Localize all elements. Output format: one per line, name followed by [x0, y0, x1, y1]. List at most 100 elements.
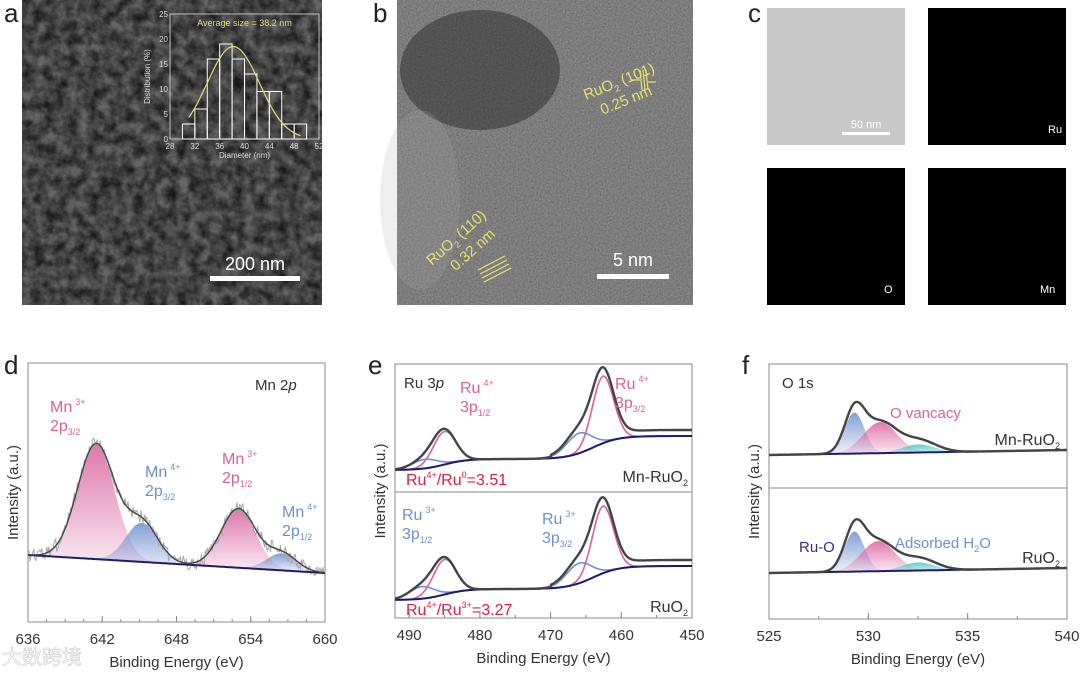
x-tick-label: 450 [679, 627, 704, 644]
panel-label-e: e [368, 350, 382, 380]
x-tick-label: 525 [756, 628, 781, 645]
scale-bar-c [842, 132, 890, 135]
inset-x-tick: 52 [315, 142, 324, 151]
inset-y-tick: 20 [159, 35, 168, 44]
ratio-label: Ru4+/Ru0=3.51 [406, 470, 507, 489]
peak-label: Mn 3+ 2p1/2 [222, 449, 258, 489]
peak-label: Ru 4+ 3p3/2 [615, 374, 649, 414]
x-tick-label: 654 [238, 631, 263, 648]
x-axis-label: Binding Energy (eV) [851, 651, 985, 668]
inset-x-label: Diameter (nm) [219, 151, 270, 160]
y-axis-label: Intensity (a.u.) [5, 445, 22, 540]
panel-a: a 28 32 36 40 44 48 52 0 5 10 15 20 25 Diameter (nm) D… [4, 0, 324, 305]
peak-label: Mn 3+ 2p3/2 [50, 397, 86, 437]
x-tick-label: 470 [538, 627, 563, 644]
peak-label: Mn 4+ 2p1/2 [282, 502, 318, 542]
histogram-bar [293, 123, 308, 140]
inset-y-tick: 5 [164, 110, 169, 119]
fit-component [769, 562, 1067, 573]
series-label: RuO2 [1022, 550, 1060, 569]
label-adsorbed-h2o: Adsorbed H2O [895, 535, 991, 554]
inset-x-tick: 36 [215, 142, 224, 151]
gaussian-fit-curve [188, 45, 301, 137]
peak-label: Mn 4+ 2p3/2 [145, 462, 181, 502]
inset-x-tick: 48 [290, 142, 299, 151]
label-o-vacancy: O vancacy [890, 405, 961, 422]
tem-image-c: 50 nm [767, 8, 905, 145]
peak-label: Ru 4+ 3p1/2 [460, 378, 494, 418]
envelope-curve [769, 400, 1067, 457]
series-label: RuO2 [650, 599, 688, 618]
x-tick-label: 642 [90, 631, 115, 648]
envelope-curve [394, 366, 692, 471]
fit-component [394, 435, 692, 471]
scale-bar-label-b: 5 nm [613, 250, 653, 270]
y-axis-label: Intensity (a.u.) [372, 443, 389, 538]
y-axis-label: Intensity (a.u.) [746, 444, 763, 539]
plot-frame [27, 362, 326, 623]
panel-label-b: b [373, 0, 387, 28]
fit-component [28, 522, 325, 573]
scale-bar-b [597, 274, 669, 279]
inset-y-label: Distribution (%) [143, 49, 152, 104]
annotation-o1s: O 1s [782, 375, 814, 392]
x-tick-label: 636 [15, 631, 40, 648]
inset-y-tick: 0 [164, 135, 169, 144]
x-tick-label: 535 [955, 628, 980, 645]
panel-c: c 50 nm Ru O Mn [748, 0, 1066, 305]
plot-frame [768, 363, 1068, 620]
scale-bar-a [210, 276, 300, 281]
histogram-inset: 28 32 36 40 44 48 52 0 5 10 15 20 25 Diameter (nm) Dis… [143, 10, 324, 160]
eds-map-ru: Ru [928, 8, 1066, 145]
fit-component [769, 444, 1067, 455]
annotation-mn2p: Mn 2p [255, 377, 297, 394]
annotation-ru3p: Ru 3p [404, 375, 444, 392]
x-tick-label: 648 [164, 631, 189, 648]
envelope-curve [28, 442, 326, 574]
label-ru-o: Ru-O [799, 539, 835, 556]
scale-bar-label-c: 50 nm [851, 119, 882, 131]
fit-component [394, 565, 692, 600]
lattice-marker-101 [632, 69, 656, 91]
inset-x-tick: 32 [190, 142, 199, 151]
fit-component [769, 531, 1067, 573]
panel-f: f 525 530 535 540 Binding Energy (eV) Intensi… [742, 350, 1080, 668]
watermark: 大数跨境 [2, 646, 82, 669]
background-line [27, 554, 326, 574]
x-tick-label: 480 [467, 627, 492, 644]
fit-component [395, 562, 692, 601]
fit-component [395, 432, 692, 471]
peak-label: Ru 3+ 3p3/2 [542, 509, 576, 549]
peak-label: Ru 3+ 3p1/2 [402, 505, 436, 545]
series-label: Mn-RuO2 [995, 432, 1060, 451]
x-axis-label: Binding Energy (eV) [476, 650, 610, 667]
eds-map-mn: Mn [928, 168, 1066, 305]
lattice-marker-110 [477, 255, 512, 283]
panel-label-a: a [4, 0, 19, 28]
panel-label-d: d [4, 350, 18, 380]
fit-component [28, 508, 325, 573]
envelope-curve [769, 518, 1067, 575]
series-label: Mn-RuO2 [623, 469, 688, 488]
panel-e: e 490 480 470 460 450 Binding Energy (eV) Inte… [368, 350, 705, 667]
background-line [395, 565, 692, 601]
x-tick-label: 660 [312, 631, 337, 648]
map-label-mn: Mn [1040, 284, 1055, 296]
inset-x-tick: 44 [265, 142, 274, 151]
panel-label-c: c [748, 0, 761, 28]
map-label-ru: Ru [1048, 124, 1062, 136]
x-tick-label: 460 [609, 627, 634, 644]
x-tick-label: 540 [1054, 628, 1079, 645]
scale-bar-label-a: 200 nm [225, 254, 285, 274]
inset-y-tick: 10 [159, 85, 168, 94]
plot-frame [394, 363, 693, 619]
inset-y-tick: 15 [159, 60, 168, 69]
background-line [395, 435, 692, 471]
panel-b: b RuO2 (101)0.25 nm RuO2 (110)0.32 nm 5 … [373, 0, 693, 305]
fit-component [769, 412, 1067, 455]
fit-component [28, 444, 325, 573]
inset-y-tick: 25 [159, 10, 168, 19]
inset-title: Average size = 38.2 nm [197, 18, 292, 28]
raw-data [27, 437, 326, 577]
